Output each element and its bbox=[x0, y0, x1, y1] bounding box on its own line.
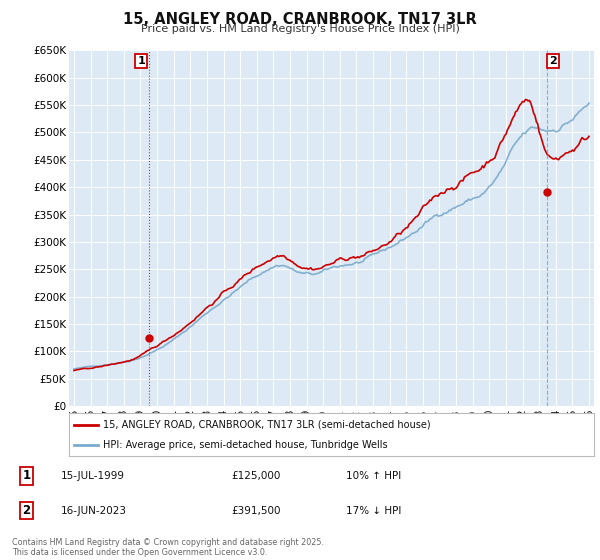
Text: 10% ↑ HPI: 10% ↑ HPI bbox=[346, 471, 401, 481]
Text: 15-JUL-1999: 15-JUL-1999 bbox=[61, 471, 125, 481]
Text: £391,500: £391,500 bbox=[231, 506, 280, 516]
Text: 1: 1 bbox=[22, 469, 31, 482]
Text: 2: 2 bbox=[550, 57, 557, 66]
Text: 16-JUN-2023: 16-JUN-2023 bbox=[61, 506, 127, 516]
Text: HPI: Average price, semi-detached house, Tunbridge Wells: HPI: Average price, semi-detached house,… bbox=[103, 441, 388, 450]
Text: Contains HM Land Registry data © Crown copyright and database right 2025.
This d: Contains HM Land Registry data © Crown c… bbox=[12, 538, 324, 557]
Text: 2: 2 bbox=[22, 504, 31, 517]
Text: 15, ANGLEY ROAD, CRANBROOK, TN17 3LR (semi-detached house): 15, ANGLEY ROAD, CRANBROOK, TN17 3LR (se… bbox=[103, 419, 431, 430]
Text: 15, ANGLEY ROAD, CRANBROOK, TN17 3LR: 15, ANGLEY ROAD, CRANBROOK, TN17 3LR bbox=[123, 12, 477, 27]
Text: 17% ↓ HPI: 17% ↓ HPI bbox=[346, 506, 401, 516]
Text: 1: 1 bbox=[137, 57, 145, 66]
Text: £125,000: £125,000 bbox=[231, 471, 280, 481]
Text: Price paid vs. HM Land Registry's House Price Index (HPI): Price paid vs. HM Land Registry's House … bbox=[140, 24, 460, 34]
